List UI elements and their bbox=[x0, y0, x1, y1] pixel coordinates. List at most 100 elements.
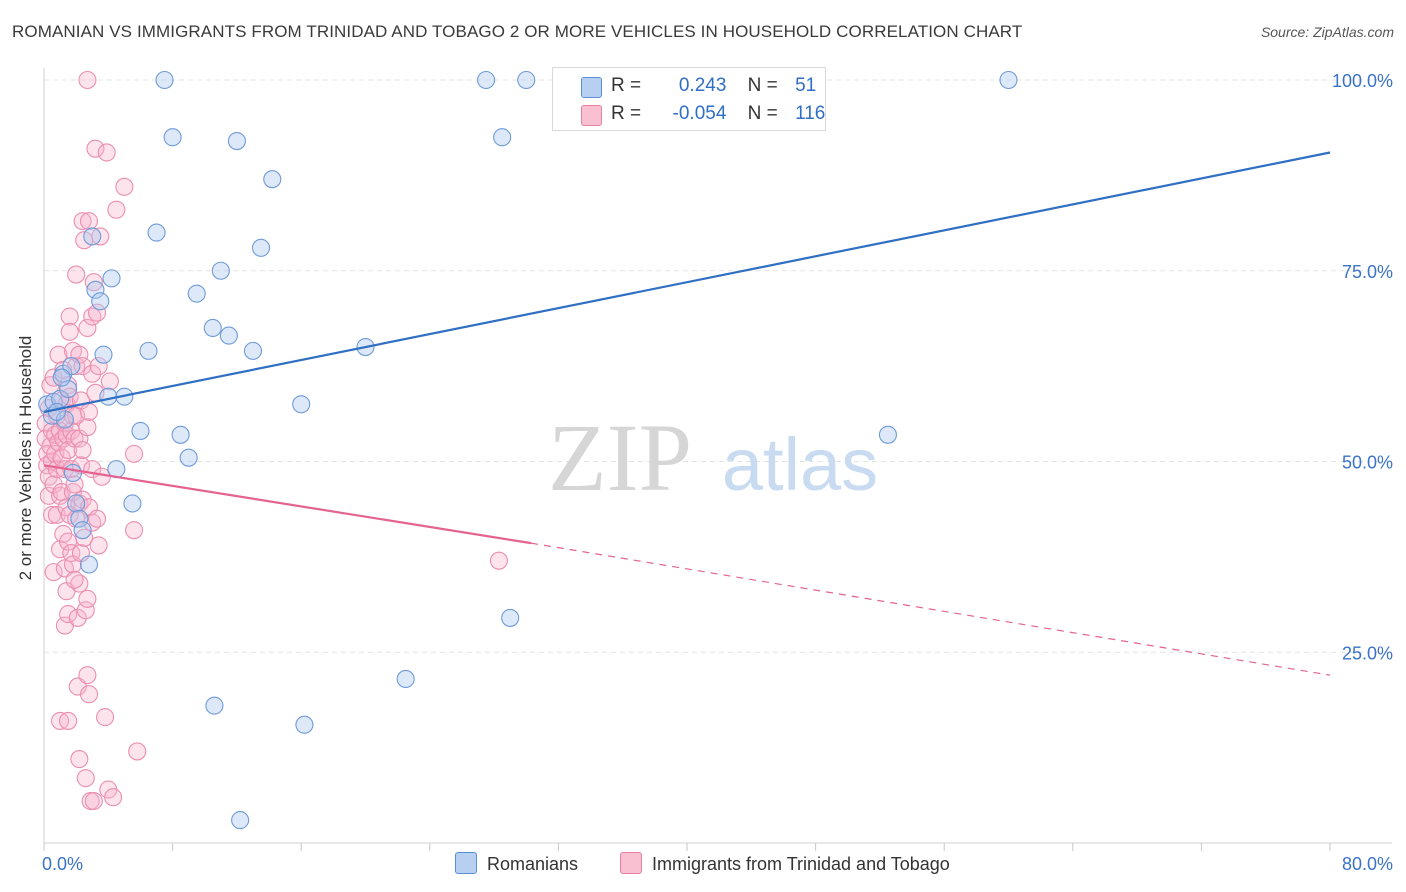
romanians-point bbox=[59, 379, 78, 399]
immigrants-point bbox=[100, 372, 119, 391]
romanians-point bbox=[52, 368, 71, 387]
immigrants-point bbox=[78, 589, 97, 608]
legend-r-label: R = bbox=[611, 75, 642, 96]
romanians-point bbox=[295, 715, 314, 734]
bottom-legend-label: Romanians bbox=[487, 854, 579, 874]
x-tick-label: 80.0% bbox=[1342, 854, 1393, 874]
immigrants-point bbox=[89, 357, 108, 376]
romanians-point bbox=[251, 238, 271, 257]
romanians-point bbox=[396, 669, 415, 689]
immigrants-point bbox=[89, 536, 108, 555]
romanians-point bbox=[501, 608, 520, 627]
y-tick-label: 75.0% bbox=[1342, 262, 1393, 282]
romanians-point bbox=[79, 555, 99, 574]
immigrants-point bbox=[78, 418, 97, 437]
immigrants-point bbox=[42, 505, 62, 524]
chart-title: ROMANIAN VS IMMIGRANTS FROM TRINIDAD AND… bbox=[12, 22, 1023, 41]
romanians-points bbox=[38, 70, 1018, 830]
immigrants-point bbox=[76, 769, 95, 788]
immigrants-point bbox=[76, 601, 95, 620]
bottom-swatch-romanians bbox=[455, 852, 477, 874]
legend-n-label: N = bbox=[747, 75, 778, 96]
immigrants-point bbox=[65, 570, 84, 589]
immigrants-point bbox=[104, 788, 123, 807]
immigrants-point bbox=[83, 364, 102, 383]
immigrants-point bbox=[63, 482, 82, 502]
romanians-point bbox=[94, 345, 113, 364]
immigrants-point bbox=[75, 528, 94, 547]
bottom-legend-immigrants: Immigrants from Trinidad and Tobago bbox=[620, 852, 950, 875]
legend-r-value-immigrants: -0.054 bbox=[672, 103, 727, 124]
legend-swatch-romanians bbox=[581, 77, 602, 98]
immigrants-point bbox=[128, 742, 147, 761]
romanians-point bbox=[86, 280, 105, 299]
romanians-point bbox=[205, 696, 224, 715]
immigrants-point bbox=[87, 509, 107, 528]
romanians-point bbox=[187, 284, 206, 303]
tick-labels: 25.0% 50.0% 75.0% 100.0% 0.0% 80.0% bbox=[42, 71, 1393, 874]
romanians-point bbox=[102, 269, 121, 288]
romanians-point bbox=[67, 494, 86, 513]
immigrants-point bbox=[124, 521, 144, 540]
immigrants-point bbox=[70, 750, 89, 769]
y-tick-label: 100.0% bbox=[1332, 71, 1393, 91]
immigrants-points bbox=[36, 70, 508, 811]
romanians-point bbox=[878, 425, 897, 444]
romanians-point bbox=[155, 70, 174, 90]
immigrants-point bbox=[489, 551, 508, 570]
immigrants-point bbox=[84, 791, 103, 811]
romanians-point bbox=[203, 318, 222, 338]
legend-swatch-immigrants bbox=[581, 105, 602, 126]
romanians-point bbox=[70, 509, 89, 528]
immigrants-point bbox=[73, 212, 92, 231]
romanians-point bbox=[131, 421, 150, 441]
immigrants-point bbox=[78, 318, 97, 338]
bottom-legend-label: Immigrants from Trinidad and Tobago bbox=[652, 854, 950, 874]
y-axis-label: 2 or more Vehicles in Household bbox=[16, 335, 35, 581]
romanians-point bbox=[179, 448, 198, 467]
immigrants-point bbox=[79, 212, 99, 231]
immigrants-point bbox=[84, 273, 103, 292]
romanians-point bbox=[91, 292, 110, 311]
immigrants-point bbox=[44, 563, 63, 582]
axes bbox=[43, 68, 1392, 851]
romanians-point bbox=[147, 223, 166, 242]
romanians-point bbox=[999, 70, 1018, 90]
immigrants-point bbox=[97, 143, 116, 162]
immigrants-trend-extension bbox=[530, 542, 1331, 676]
legend-n-value-immigrants: 116 bbox=[795, 103, 826, 124]
immigrants-point bbox=[115, 177, 134, 196]
romanians-point bbox=[243, 341, 263, 360]
immigrants-point bbox=[62, 544, 81, 563]
legend-n-label: N = bbox=[747, 103, 778, 124]
legend-n-value-romanians: 51 bbox=[795, 75, 817, 96]
immigrants-point bbox=[78, 666, 97, 685]
immigrants-point bbox=[87, 303, 107, 322]
x-tick-label: 0.0% bbox=[42, 854, 83, 874]
romanians-point bbox=[477, 70, 496, 90]
bottom-swatch-immigrants bbox=[620, 852, 642, 874]
grid-lines bbox=[44, 79, 1392, 653]
watermark-zip: ZIP bbox=[548, 404, 692, 511]
romanians-point bbox=[171, 425, 190, 444]
immigrants-point bbox=[86, 139, 105, 158]
romanians-point bbox=[47, 402, 66, 421]
romanians-point bbox=[139, 341, 158, 360]
romanians-point bbox=[292, 395, 311, 414]
immigrants-point bbox=[47, 505, 66, 524]
immigrants-point bbox=[79, 402, 99, 421]
romanians-point bbox=[219, 326, 238, 345]
immigrants-point bbox=[107, 200, 126, 219]
trend-lines bbox=[43, 151, 1331, 676]
romanians-point bbox=[263, 170, 282, 189]
immigrants-point bbox=[96, 708, 115, 727]
romanians-point bbox=[63, 463, 82, 482]
romanians-trend-line bbox=[43, 151, 1331, 413]
romanians-point bbox=[163, 128, 182, 147]
correlation-legend: R = 0.243 N = 51 R = -0.054 N = 116 bbox=[552, 67, 826, 131]
watermark-atlas: atlas bbox=[722, 423, 878, 506]
romanians-point bbox=[73, 521, 92, 540]
romanians-point bbox=[493, 128, 512, 147]
immigrants-point bbox=[59, 441, 78, 460]
